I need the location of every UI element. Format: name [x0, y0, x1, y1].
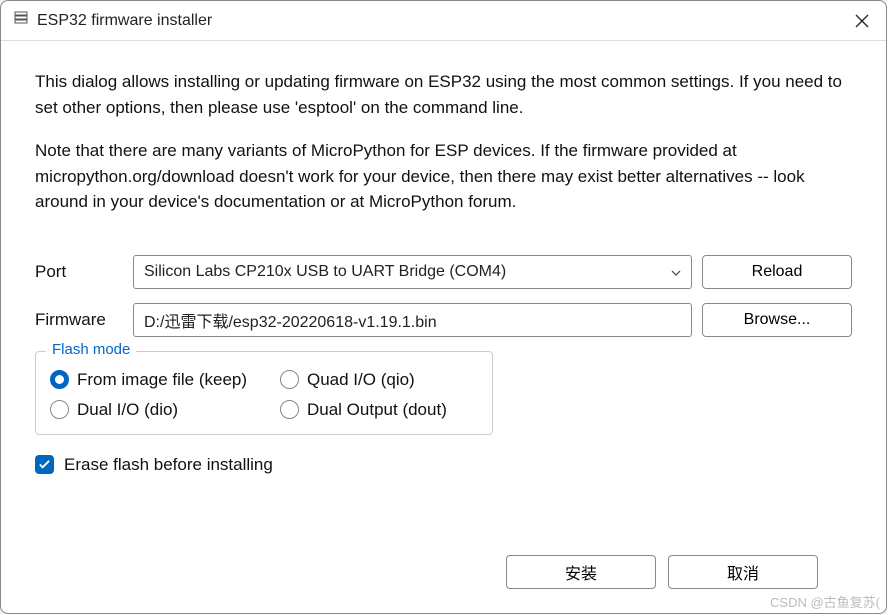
radio-keep[interactable]: From image file (keep): [50, 370, 280, 390]
radio-icon: [280, 370, 299, 389]
port-row: Port Silicon Labs CP210x USB to UART Bri…: [35, 255, 852, 289]
radio-qio[interactable]: Quad I/O (qio): [280, 370, 478, 390]
flash-mode-legend: Flash mode: [46, 341, 136, 358]
radio-dout[interactable]: Dual Output (dout): [280, 400, 478, 420]
radio-dio-label: Dual I/O (dio): [77, 400, 178, 420]
erase-label: Erase flash before installing: [64, 455, 273, 475]
port-label: Port: [35, 262, 123, 282]
firmware-row: Firmware D:/迅雷下载/esp32-20220618-v1.19.1.…: [35, 303, 852, 337]
erase-checkbox[interactable]: Erase flash before installing: [35, 455, 852, 475]
firmware-label: Firmware: [35, 310, 123, 330]
flash-mode-fieldset: Flash mode From image file (keep) Quad I…: [35, 351, 493, 435]
radio-icon: [50, 370, 69, 389]
firmware-input[interactable]: D:/迅雷下载/esp32-20220618-v1.19.1.bin: [133, 303, 692, 337]
content-area: This dialog allows installing or updatin…: [1, 41, 886, 613]
port-select[interactable]: Silicon Labs CP210x USB to UART Bridge (…: [133, 255, 692, 289]
intro-p2: Note that there are many variants of Mic…: [35, 138, 852, 215]
radio-icon: [280, 400, 299, 419]
radio-keep-label: From image file (keep): [77, 370, 247, 390]
intro-text: This dialog allows installing or updatin…: [35, 69, 852, 233]
form-section: Port Silicon Labs CP210x USB to UART Bri…: [35, 255, 852, 475]
port-value: Silicon Labs CP210x USB to UART Bridge (…: [144, 263, 506, 281]
app-icon: [13, 10, 29, 31]
radio-dout-label: Dual Output (dout): [307, 400, 447, 420]
firmware-value: D:/迅雷下载/esp32-20220618-v1.19.1.bin: [144, 308, 437, 332]
radio-dio[interactable]: Dual I/O (dio): [50, 400, 280, 420]
watermark: CSDN @古鱼复苏(: [770, 592, 880, 611]
browse-button[interactable]: Browse...: [702, 303, 852, 337]
reload-button[interactable]: Reload: [702, 255, 852, 289]
dialog-window: ESP32 firmware installer This dialog all…: [0, 0, 887, 614]
footer: 安装 取消: [35, 537, 852, 613]
chevron-down-icon: [671, 265, 681, 279]
install-button[interactable]: 安装: [506, 555, 656, 589]
window-title: ESP32 firmware installer: [37, 12, 842, 30]
radio-qio-label: Quad I/O (qio): [307, 370, 415, 390]
checkbox-icon: [35, 455, 54, 474]
close-button[interactable]: [842, 5, 882, 37]
intro-p1: This dialog allows installing or updatin…: [35, 69, 852, 120]
titlebar: ESP32 firmware installer: [1, 1, 886, 41]
radio-icon: [50, 400, 69, 419]
cancel-button[interactable]: 取消: [668, 555, 818, 589]
